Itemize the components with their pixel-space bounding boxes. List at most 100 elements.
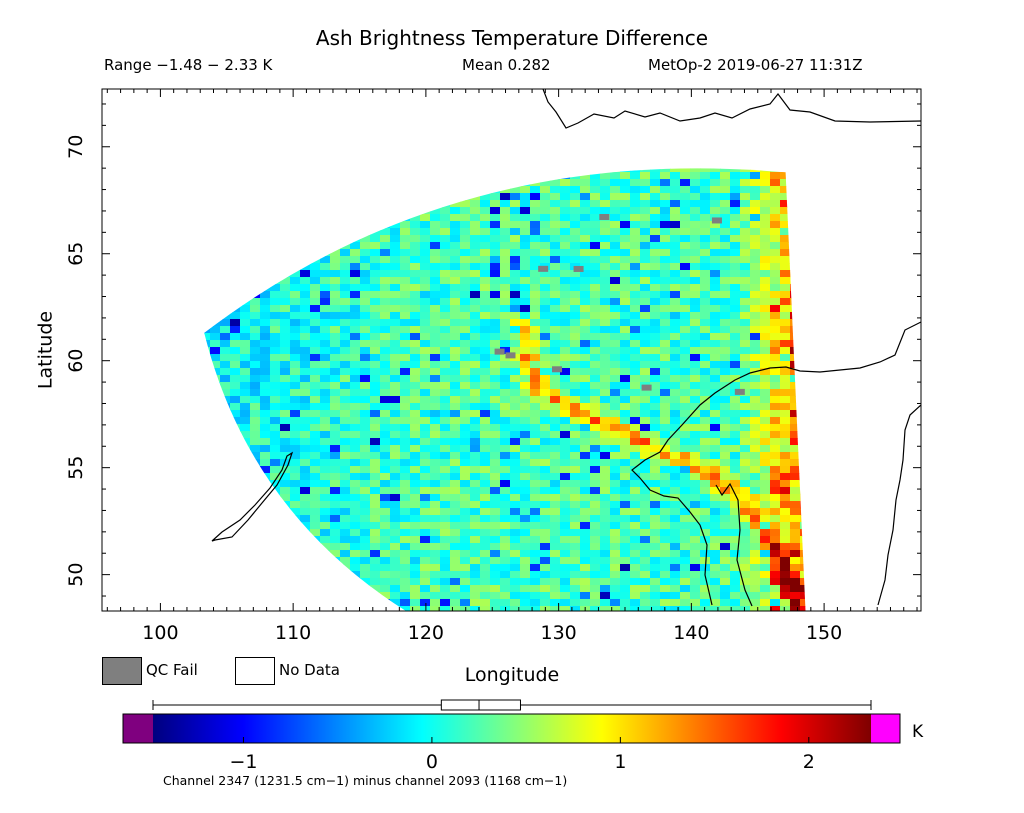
heatmap-cell	[470, 606, 481, 611]
heatmap-cell	[570, 487, 581, 495]
heatmap-cell	[520, 333, 531, 341]
heatmap-cell	[710, 550, 721, 558]
heatmap-cell	[360, 578, 371, 586]
heatmap-cell	[300, 606, 311, 611]
heatmap-cell	[204, 256, 211, 264]
heatmap-cell	[610, 564, 621, 572]
heatmap-cell	[570, 284, 581, 292]
heatmap-cell	[460, 256, 471, 264]
heatmap-cell	[230, 354, 241, 362]
y-tick-label: 70	[65, 135, 87, 159]
heatmap-cell	[710, 256, 721, 264]
heatmap-cell	[460, 382, 471, 390]
heatmap-cell	[240, 557, 251, 565]
coastline	[877, 404, 921, 606]
heatmap-cell	[770, 564, 781, 572]
heatmap-cell	[230, 473, 241, 481]
heatmap-cell	[280, 270, 291, 278]
heatmap-cell	[500, 466, 511, 474]
heatmap-cell	[690, 368, 701, 376]
heatmap-cell	[400, 319, 411, 327]
heatmap-cell	[270, 168, 281, 173]
heatmap-cell	[810, 578, 821, 586]
heatmap-cell	[220, 193, 231, 201]
heatmap-cell	[280, 235, 291, 243]
heatmap-cell	[780, 592, 791, 600]
heatmap-cell	[790, 326, 801, 334]
heatmap-cell	[530, 291, 541, 299]
heatmap-cell	[270, 599, 281, 607]
heatmap-cell	[790, 319, 801, 327]
heatmap-cell	[800, 536, 806, 544]
heatmap-cell	[230, 249, 241, 257]
heatmap-cell	[400, 291, 411, 299]
heatmap-cell	[560, 592, 571, 600]
heatmap-cell	[360, 424, 371, 432]
range-readout: Range −1.48 − 2.33 K	[104, 56, 273, 74]
heatmap-cell	[250, 382, 261, 390]
heatmap-cell	[590, 389, 601, 397]
heatmap-cell	[240, 312, 251, 320]
heatmap-cell	[270, 172, 281, 180]
heatmap-cell	[320, 501, 331, 509]
heatmap-cell	[700, 256, 711, 264]
heatmap-cell	[250, 417, 261, 425]
heatmap-cell	[320, 333, 331, 341]
heatmap-cell	[720, 375, 731, 383]
heatmap-cell	[710, 522, 721, 530]
heatmap-cell	[690, 571, 701, 579]
heatmap-cell	[620, 228, 631, 236]
heatmap-cell	[540, 168, 551, 173]
heatmap-cell	[230, 228, 241, 236]
heatmap-cell	[660, 494, 671, 502]
heatmap-cell	[204, 536, 211, 544]
heatmap-cell	[530, 592, 541, 600]
heatmap-cell	[330, 501, 341, 509]
heatmap-cell	[300, 599, 311, 607]
heatmap-cell	[460, 564, 471, 572]
heatmap-cell	[810, 445, 821, 453]
heatmap-cell	[230, 256, 241, 264]
heatmap-cell	[600, 480, 611, 488]
heatmap-cell	[350, 515, 361, 523]
heatmap-cell	[210, 168, 221, 173]
heatmap-cell	[250, 361, 261, 369]
heatmap-cell	[700, 606, 711, 611]
heatmap-cell	[810, 410, 821, 418]
heatmap-cell	[780, 438, 791, 446]
qc-fail-pixel	[599, 213, 610, 220]
heatmap-cell	[780, 403, 791, 411]
heatmap-cell	[440, 494, 451, 502]
heatmap-cell	[640, 319, 651, 327]
heatmap-cell	[370, 277, 381, 285]
heatmap-cell	[230, 438, 241, 446]
heatmap-cell	[530, 529, 541, 537]
heatmap-cell	[810, 403, 821, 411]
heatmap-cell	[670, 291, 681, 299]
heatmap-cell	[370, 270, 381, 278]
heatmap-cell	[410, 347, 421, 355]
heatmap-cell	[780, 396, 791, 404]
heatmap-cell	[760, 277, 771, 285]
heatmap-cell	[680, 431, 691, 439]
heatmap-cell	[204, 368, 211, 376]
heatmap-cell	[700, 578, 711, 586]
heatmap-cell	[460, 522, 471, 530]
heatmap-cell	[570, 459, 581, 467]
heatmap-cell	[530, 431, 541, 439]
heatmap-cell	[230, 221, 241, 229]
heatmap-cell	[770, 585, 781, 593]
heatmap-cell	[740, 417, 751, 425]
swath-heatmap	[204, 168, 821, 611]
heatmap-cell	[420, 592, 431, 600]
heatmap-cell	[500, 487, 511, 495]
heatmap-cell	[600, 452, 611, 460]
heatmap-cell	[380, 263, 391, 271]
heatmap-cell	[560, 256, 571, 264]
heatmap-cell	[340, 424, 351, 432]
heatmap-cell	[500, 270, 511, 278]
heatmap-cell	[480, 179, 491, 187]
heatmap-cell	[410, 578, 421, 586]
heatmap-cell	[760, 193, 771, 201]
heatmap-cell	[204, 452, 211, 460]
